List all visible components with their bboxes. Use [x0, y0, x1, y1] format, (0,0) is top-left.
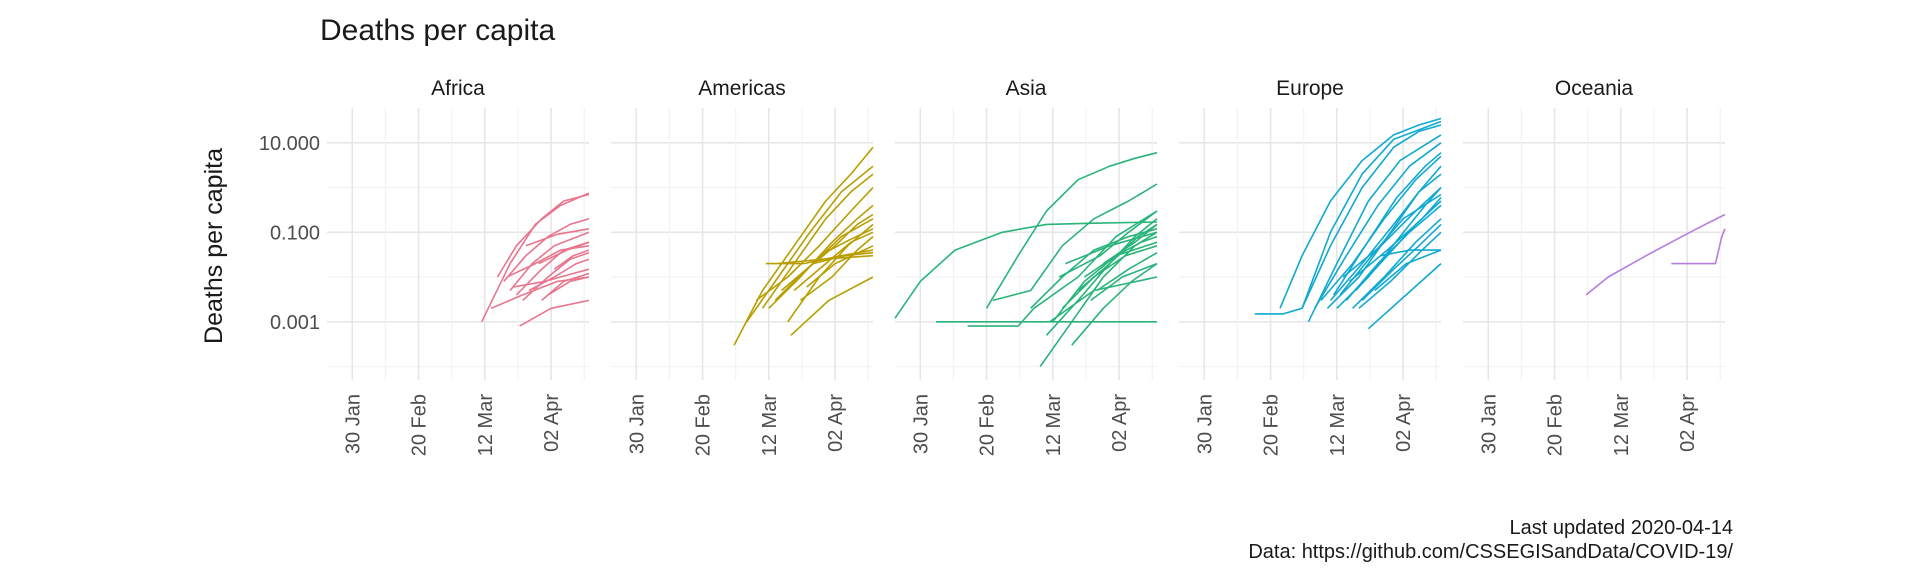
- y-tick-label: 10.000: [259, 133, 320, 155]
- facet-label: Europe: [1276, 77, 1344, 100]
- series-line-africa-13: [553, 249, 590, 270]
- series-line-americas-12: [778, 254, 874, 265]
- facet-label: Africa: [431, 77, 485, 100]
- x-tick-label: 12 Mar: [1043, 394, 1065, 457]
- series-line-africa-2: [503, 218, 590, 282]
- series-line-asia-1: [985, 151, 1158, 309]
- series-line-americas-9: [799, 235, 874, 302]
- series-line-europe-7: [1329, 173, 1442, 301]
- x-tick-label: 30 Jan: [910, 394, 932, 454]
- y-axis-title: Deaths per capita: [200, 148, 228, 344]
- series-line-europe-0: [1279, 117, 1442, 309]
- y-axis-ticks: 0.001 0.100 10.000: [259, 133, 320, 334]
- series-line-europe-14: [1367, 263, 1442, 330]
- x-tick-label: 02 Apr: [825, 394, 847, 452]
- series-line-americas-2: [761, 173, 874, 309]
- caption-data-source: Data: https://github.com/CSSEGISandData/…: [1248, 541, 1733, 563]
- series-line-europe-6: [1326, 165, 1442, 309]
- x-tick-label: 30 Jan: [342, 394, 364, 454]
- facet-panel-asia: Asia 30 Jan 20 Feb 12 Mar 02 Apr: [894, 77, 1158, 457]
- series-line-africa-6: [522, 251, 590, 301]
- series-line-africa-3: [509, 231, 590, 292]
- series-line-europe-15: [1342, 187, 1442, 278]
- facet-label: Americas: [698, 77, 786, 100]
- x-tick-label: 30 Jan: [1194, 394, 1216, 454]
- series-line-europe-1: [1254, 120, 1442, 315]
- series-line-asia-4: [967, 210, 1158, 327]
- facet-panels: Africa 30 Jan 20 Feb 12 Mar 02 Apr Americas 30…: [327, 77, 1726, 457]
- series-line-africa-15: [525, 228, 590, 247]
- x-tick-label: 20 Feb: [1545, 394, 1567, 456]
- series-line-americas-3: [755, 187, 874, 302]
- y-tick-label: 0.100: [270, 222, 320, 244]
- facet-panel-europe: Europe 30 Jan 20 Feb 12 Mar 02 Apr: [1179, 77, 1442, 457]
- series-line-africa-11: [547, 276, 590, 296]
- series-line-europe-16: [1348, 196, 1442, 283]
- y-tick-label: 0.001: [270, 312, 320, 334]
- facet-panel-oceania: Oceania 30 Jan 20 Feb 12 Mar 02 Apr: [1463, 77, 1726, 457]
- series-line-europe-2: [1301, 124, 1442, 309]
- x-tick-label: 20 Feb: [977, 394, 999, 456]
- facet-panel-americas: Americas 30 Jan 20 Feb 12 Mar 02 Apr: [611, 77, 874, 457]
- series-line-europe-20: [1358, 231, 1442, 309]
- x-tick-label: 30 Jan: [1478, 394, 1500, 454]
- x-tick-label: 12 Mar: [475, 394, 497, 457]
- series-line-africa-10: [490, 276, 590, 310]
- series-line-africa-7: [528, 258, 590, 292]
- x-tick-label: 20 Feb: [693, 394, 715, 456]
- series-line-africa-8: [513, 268, 590, 288]
- series-line-europe-13: [1361, 223, 1442, 301]
- series-line-americas-6: [780, 218, 874, 292]
- series-line-africa-0: [480, 192, 590, 323]
- series-line-americas-5: [774, 213, 874, 301]
- series-line-europe-19: [1333, 152, 1442, 296]
- series-line-asia-9: [1061, 245, 1158, 309]
- series-line-asia-14: [1090, 262, 1158, 302]
- series-line-asia-0: [894, 221, 1158, 319]
- x-tick-label: 12 Mar: [1327, 394, 1349, 457]
- x-tick-label: 12 Mar: [759, 394, 781, 457]
- series-line-europe-17: [1374, 249, 1442, 292]
- series-line-africa-12: [519, 299, 590, 327]
- x-tick-label: 30 Jan: [626, 394, 648, 454]
- series-line-africa-14: [538, 241, 590, 265]
- series-line-asia-16: [1096, 252, 1158, 292]
- x-tick-label: 12 Mar: [1611, 394, 1633, 457]
- series-line-americas-13: [812, 251, 874, 265]
- series-line-americas-14: [790, 276, 874, 336]
- series-line-americas-4: [768, 204, 874, 309]
- x-tick-label: 20 Feb: [1261, 394, 1283, 456]
- x-tick-label: 02 Apr: [1677, 394, 1699, 452]
- series-line-oceania-0: [1585, 213, 1726, 296]
- series-line-africa-1: [496, 193, 590, 278]
- facet-panel-africa: Africa 30 Jan 20 Feb 12 Mar 02 Apr: [327, 77, 590, 457]
- x-tick-label: 02 Apr: [1109, 394, 1131, 452]
- x-tick-label: 20 Feb: [409, 394, 431, 456]
- facet-label: Asia: [1006, 77, 1047, 100]
- series-line-europe-11: [1352, 218, 1442, 309]
- x-tick-label: 02 Apr: [541, 394, 563, 452]
- series-line-oceania-1: [1671, 228, 1726, 265]
- series-line-americas-8: [793, 231, 874, 292]
- series-line-europe-4: [1314, 142, 1442, 309]
- series-line-americas-15: [818, 228, 874, 257]
- caption-last-updated: Last updated 2020-04-14: [1509, 517, 1733, 539]
- facet-label: Oceania: [1555, 77, 1634, 100]
- series-line-asia-17: [1102, 223, 1158, 265]
- series-line-europe-5: [1320, 155, 1442, 301]
- series-line-asia-2: [992, 183, 1158, 302]
- chart-title: Deaths per capita: [320, 14, 555, 47]
- series-line-europe-3: [1307, 134, 1442, 323]
- series-line-asia-18: [1049, 276, 1158, 323]
- series-line-asia-10: [1071, 262, 1158, 346]
- series-line-europe-18: [1380, 249, 1441, 257]
- x-tick-label: 02 Apr: [1393, 394, 1415, 452]
